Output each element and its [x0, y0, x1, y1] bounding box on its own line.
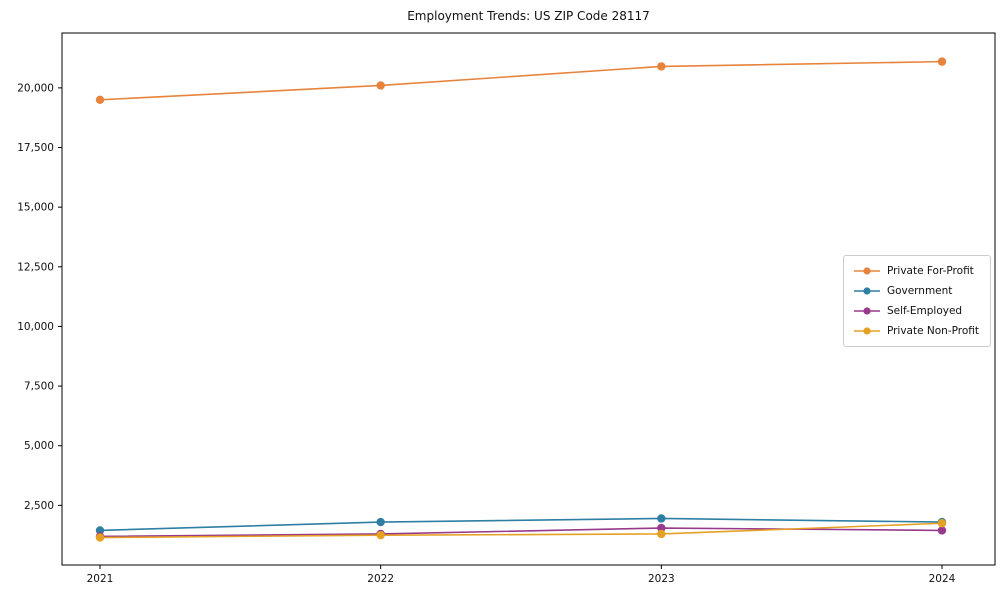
series-marker-government: [376, 517, 385, 527]
series-marker-private-non-profit: [657, 529, 666, 539]
y-tick-label: 2,500: [24, 500, 54, 512]
legend-marker-icon: [853, 327, 880, 335]
legend-item: Self-Employed: [853, 305, 979, 317]
series-marker-private-non-profit: [95, 533, 105, 542]
series-marker-private-for-profit: [937, 57, 947, 66]
y-tick-label: 15,000: [17, 202, 54, 214]
legend-marker-icon: [853, 307, 880, 315]
x-tick-label: 2021: [87, 573, 114, 585]
series-marker-private-for-profit: [657, 62, 666, 71]
legend-label: Private Non-Profit: [886, 325, 979, 337]
legend-label: Self-Employed: [886, 305, 963, 317]
legend-marker-icon: [853, 287, 880, 295]
y-tick-label: 17,500: [17, 142, 54, 154]
series-line-private-non-profit: [99, 522, 943, 539]
legend-label: Private For-Profit: [886, 265, 974, 277]
x-tick-label: 2024: [929, 573, 956, 585]
x-tick-label: 2022: [367, 573, 394, 585]
legend-label: Government: [886, 285, 953, 297]
series-marker-private-for-profit: [95, 95, 105, 104]
chart-legend: Private For-Profit Government Self-Employe…: [842, 255, 991, 347]
legend-item: Government: [853, 285, 979, 297]
series-marker-government: [95, 526, 105, 535]
y-tick-label: 20,000: [17, 82, 54, 94]
plot-border: [61, 32, 996, 566]
series-line-government: [99, 517, 943, 532]
y-tick-label: 5,000: [24, 440, 54, 452]
series-marker-private-for-profit: [376, 81, 385, 90]
series-marker-self-employed: [937, 526, 947, 535]
chart-title: Employment Trends: US ZIP Code 28117: [407, 9, 650, 23]
legend-item: Private For-Profit: [853, 265, 979, 277]
legend-marker-icon: [853, 267, 880, 275]
series-marker-private-non-profit: [376, 530, 385, 540]
series-marker-self-employed: [657, 523, 666, 533]
series-marker-private-non-profit: [937, 519, 947, 528]
series-line-private-for-profit: [99, 60, 943, 101]
y-tick-label: 12,500: [17, 261, 54, 273]
y-tick-label: 10,000: [17, 321, 54, 333]
x-tick-label: 2023: [648, 573, 675, 585]
y-tick-label: 7,500: [24, 381, 54, 393]
legend-item: Private Non-Profit: [853, 325, 979, 337]
series-marker-government: [657, 514, 666, 523]
